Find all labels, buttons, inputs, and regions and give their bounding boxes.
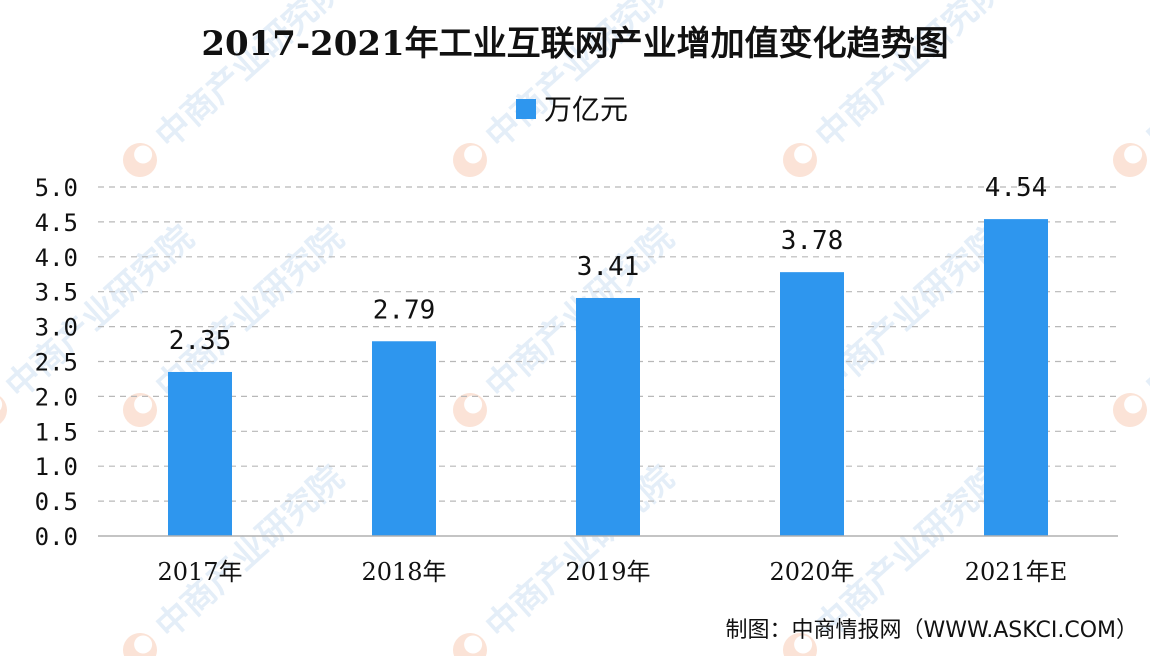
x-axis-ticks: 2017年 2018年 2019年 2020年 2021年E: [157, 558, 1067, 586]
data-label: 3.78: [781, 226, 844, 256]
x-tick-label: 2020年: [769, 558, 854, 586]
y-tick-label: 4.0: [35, 244, 78, 272]
bar: [780, 272, 844, 536]
y-tick-label: 4.5: [35, 209, 78, 237]
x-tick-label: 2017年: [157, 558, 242, 586]
y-tick-label: 1.5: [35, 418, 78, 446]
y-axis-ticks: 0.0 0.5 1.0 1.5 2.0 2.5 3.0 3.5 4.0 4.5 5.0: [35, 174, 78, 551]
y-tick-label: 3.5: [35, 279, 78, 307]
y-tick-label: 2.0: [35, 383, 78, 411]
x-tick-label: 2018年: [361, 558, 446, 586]
bars: 2.35 2.79 3.41 3.78 4.54: [168, 173, 1048, 536]
bar: [984, 219, 1048, 536]
legend-label: 万亿元: [544, 93, 628, 126]
bar: [576, 297, 640, 536]
x-tick-label: 2019年: [565, 558, 650, 586]
data-label: 4.54: [985, 173, 1048, 203]
data-label: 2.79: [373, 295, 436, 325]
y-tick-label: 1.0: [35, 453, 78, 481]
y-tick-label: 0.5: [35, 488, 78, 516]
x-tick-label: 2021年E: [965, 558, 1068, 586]
source-note: 制图：中商情报网（WWW.ASKCI.COM）: [726, 618, 1138, 643]
legend: 万亿元: [516, 93, 628, 126]
y-tick-label: 0.0: [35, 523, 78, 551]
data-label: 3.41: [577, 252, 640, 282]
bar: [168, 371, 232, 536]
y-tick-label: 3.0: [35, 314, 78, 342]
chart-title: 2017-2021年工业互联网产业增加值变化趋势图: [201, 24, 948, 64]
y-tick-label: 2.5: [35, 349, 78, 377]
y-tick-label: 5.0: [35, 174, 78, 202]
bar: [372, 341, 436, 536]
data-label: 2.35: [169, 326, 232, 356]
legend-swatch: [516, 99, 536, 119]
